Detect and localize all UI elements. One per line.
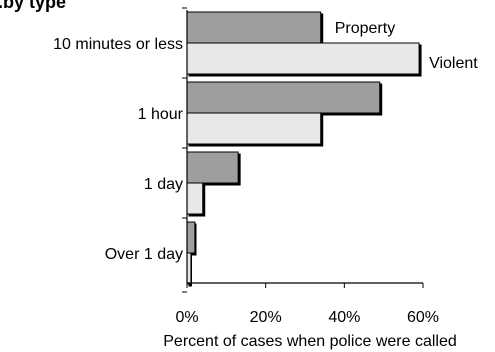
category-label: 1 hour	[138, 106, 184, 123]
legend-label-violent: Violent	[429, 55, 478, 72]
legend: Property Violent	[335, 20, 479, 72]
bar-property-3	[186, 221, 196, 254]
bar-violent-2	[186, 182, 204, 215]
bar-property-0	[186, 11, 322, 44]
x-tick-label: 60%	[407, 309, 439, 326]
bar-property-1	[186, 81, 381, 114]
x-axis-ticks: 0% 20% 40% 60%	[175, 7, 439, 326]
bar-violent-1	[186, 112, 322, 145]
bars-layer	[186, 11, 420, 285]
bar-violent-0	[186, 42, 420, 75]
category-label: 10 minutes or less	[53, 36, 183, 53]
x-tick-label: 0%	[175, 309, 198, 326]
x-tick-label: 20%	[250, 309, 282, 326]
x-tick-label: 40%	[328, 309, 360, 326]
legend-label-property: Property	[335, 20, 395, 37]
chart-title: ...by type	[0, 0, 66, 12]
x-axis-title: Percent of cases when police were called	[163, 333, 457, 350]
category-label: Over 1 day	[105, 246, 183, 263]
bar-property-2	[186, 151, 239, 184]
category-labels: 10 minutes or less 1 hour 1 day Over 1 day	[53, 36, 184, 263]
category-label: 1 day	[144, 176, 183, 193]
